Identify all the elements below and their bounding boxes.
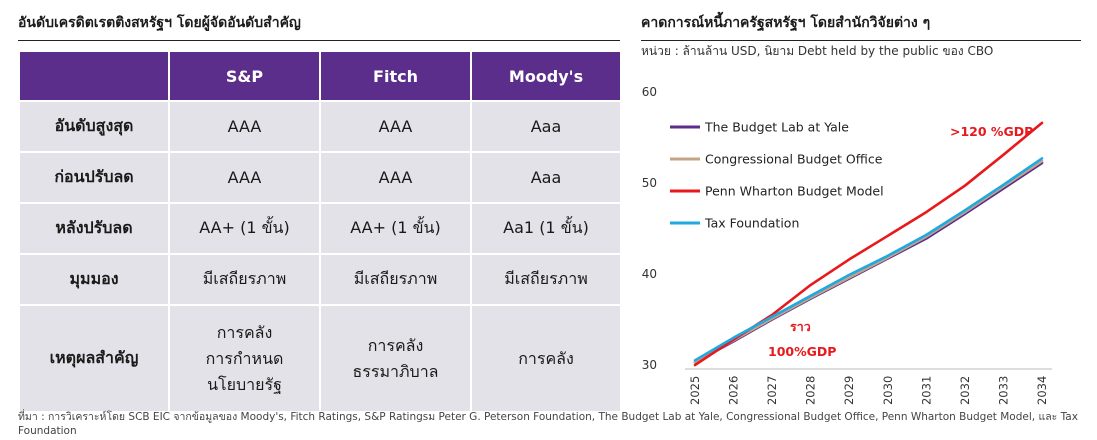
- x-tick-label: 2033: [996, 376, 1010, 405]
- y-tick-label: 60: [642, 85, 657, 99]
- cell-line: ธรรมาภิบาล: [352, 361, 439, 381]
- table-cell: มีเสถียรภาพ: [470, 253, 622, 306]
- x-tick-label: 2034: [1035, 376, 1049, 405]
- table-cell: Aaa: [470, 151, 622, 204]
- y-tick-label: 30: [642, 358, 657, 372]
- row-label: หลังปรับลด: [18, 202, 170, 255]
- table-cell: Aa1 (1 ขั้น): [470, 202, 622, 255]
- cell-line: นโยบายรัฐ: [207, 374, 282, 394]
- x-tick-label: 2032: [958, 376, 972, 405]
- cell-line: การคลัง: [367, 335, 424, 355]
- x-tick-label: 2027: [765, 376, 779, 405]
- ratings-table: S&P Fitch Moody's อันดับสูงสุด AAA AAA A…: [18, 50, 622, 413]
- y-tick-label: 40: [642, 267, 657, 281]
- table-row: เหตุผลสำคัญ การคลัง การกำหนด นโยบายรัฐ ก…: [18, 304, 622, 413]
- row-label: มุมมอง: [18, 253, 170, 306]
- x-tick-label: 2030: [881, 376, 895, 405]
- x-tick-label: 2026: [727, 376, 741, 405]
- table-cell: AAA: [319, 100, 472, 153]
- debt-chart-title: คาดการณ์หนี้ภาครัฐสหรัฐฯ โดยสำนักวิจัยต่…: [641, 12, 1081, 41]
- table-cell: การคลัง: [470, 304, 622, 413]
- table-cell: AA+ (1 ขั้น): [168, 202, 321, 255]
- table-header-row: S&P Fitch Moody's: [18, 50, 622, 102]
- legend-label: Tax Foundation: [704, 216, 799, 231]
- table-row: อันดับสูงสุด AAA AAA Aaa: [18, 100, 622, 153]
- table-row: ก่อนปรับลด AAA AAA Aaa: [18, 151, 622, 204]
- legend-label: The Budget Lab at Yale: [704, 120, 849, 135]
- table-cell: Aaa: [470, 100, 622, 153]
- chart-annotation: >120 %GDP: [950, 124, 1033, 139]
- legend-label: Congressional Budget Office: [705, 152, 883, 167]
- cell-line: การกำหนด: [205, 348, 284, 368]
- series-line-4: [693, 157, 1044, 362]
- table-header-fitch: Fitch: [319, 50, 472, 102]
- table-cell: การคลัง ธรรมาภิบาล: [319, 304, 472, 413]
- x-tick-label: 2025: [688, 376, 702, 405]
- legend-label: Penn Wharton Budget Model: [705, 184, 884, 199]
- table-cell: มีเสถียรภาพ: [319, 253, 472, 306]
- cell-line: การคลัง: [518, 348, 574, 368]
- chart-annotation: ราว: [790, 319, 811, 334]
- row-label: ก่อนปรับลด: [18, 151, 170, 204]
- y-tick-label: 50: [642, 176, 657, 190]
- table-header-moodys: Moody's: [470, 50, 622, 102]
- table-cell: มีเสถียรภาพ: [168, 253, 321, 306]
- table-row: มุมมอง มีเสถียรภาพ มีเสถียรภาพ มีเสถียรภ…: [18, 253, 622, 306]
- ratings-title: อันดับเครดิตเรตติงสหรัฐฯ โดยผู้จัดอันดับ…: [18, 12, 620, 41]
- source-footnote: ที่มา : การวิเคราะห์โดย SCB EIC จากข้อมู…: [18, 411, 1078, 437]
- table-header-empty: [18, 50, 170, 102]
- table-header-sp: S&P: [168, 50, 321, 102]
- chart-unit-note: หน่วย : ล้านล้าน USD, นิยาม Debt held by…: [641, 44, 994, 58]
- chart-annotation: 100%GDP: [768, 344, 836, 359]
- table-row: หลังปรับลด AA+ (1 ขั้น) AA+ (1 ขั้น) Aa1…: [18, 202, 622, 255]
- series-line-2: [693, 159, 1044, 364]
- table-cell: AA+ (1 ขั้น): [319, 202, 472, 255]
- debt-line-chart: 30 40 50 60 2025 2026 2027 2028 2029 2030 2031 2032…: [642, 85, 1052, 405]
- cell-line: การคลัง: [216, 322, 273, 342]
- row-label: เหตุผลสำคัญ: [18, 304, 170, 413]
- table-cell: การคลัง การกำหนด นโยบายรัฐ: [168, 304, 321, 413]
- x-tick-label: 2028: [804, 376, 818, 405]
- x-tick-label: 2031: [919, 376, 933, 405]
- table-cell: AAA: [168, 100, 321, 153]
- x-tick-label: 2029: [842, 376, 856, 405]
- table-cell: AAA: [319, 151, 472, 204]
- table-cell: AAA: [168, 151, 321, 204]
- row-label: อันดับสูงสุด: [18, 100, 170, 153]
